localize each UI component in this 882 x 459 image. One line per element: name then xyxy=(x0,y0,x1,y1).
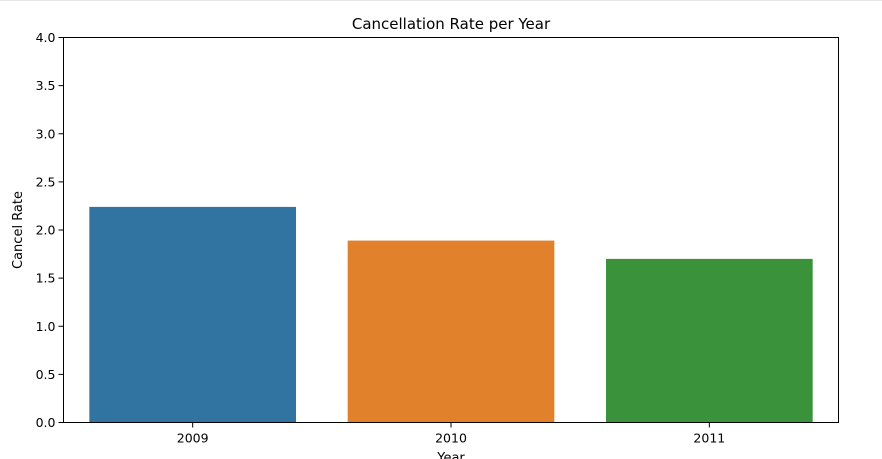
x-tick-label: 2010 xyxy=(435,431,467,446)
y-tick-label: 1.0 xyxy=(36,319,56,334)
x-tick-label: 2011 xyxy=(693,431,725,446)
bars-group xyxy=(89,206,813,423)
x-tick-label: 2009 xyxy=(177,431,209,446)
x-axis-ticks: 2009 2010 2011 xyxy=(177,422,725,446)
y-tick-label: 2.0 xyxy=(36,223,56,238)
bar-2011 xyxy=(606,258,813,423)
x-axis-label: Year xyxy=(436,451,465,459)
chart-title: Cancellation Rate per Year xyxy=(352,15,551,33)
y-tick-label: 3.5 xyxy=(36,78,56,93)
y-tick-label: 0.5 xyxy=(36,367,56,382)
y-axis-ticks: 0.0 0.5 1.0 1.5 2.0 2.5 3.0 3.5 4.0 xyxy=(36,30,64,430)
y-tick-label: 3.0 xyxy=(36,126,56,141)
plot-area-frame xyxy=(63,37,839,423)
bar-2009 xyxy=(89,206,296,423)
y-tick-label: 4.0 xyxy=(36,30,56,45)
window-top-border xyxy=(0,0,882,1)
y-tick-label: 2.5 xyxy=(36,174,56,189)
y-tick-label: 0.0 xyxy=(36,415,56,430)
y-tick-label: 1.5 xyxy=(36,271,56,286)
y-axis-label: Cancel Rate xyxy=(11,191,26,269)
bar-2010 xyxy=(347,240,555,423)
